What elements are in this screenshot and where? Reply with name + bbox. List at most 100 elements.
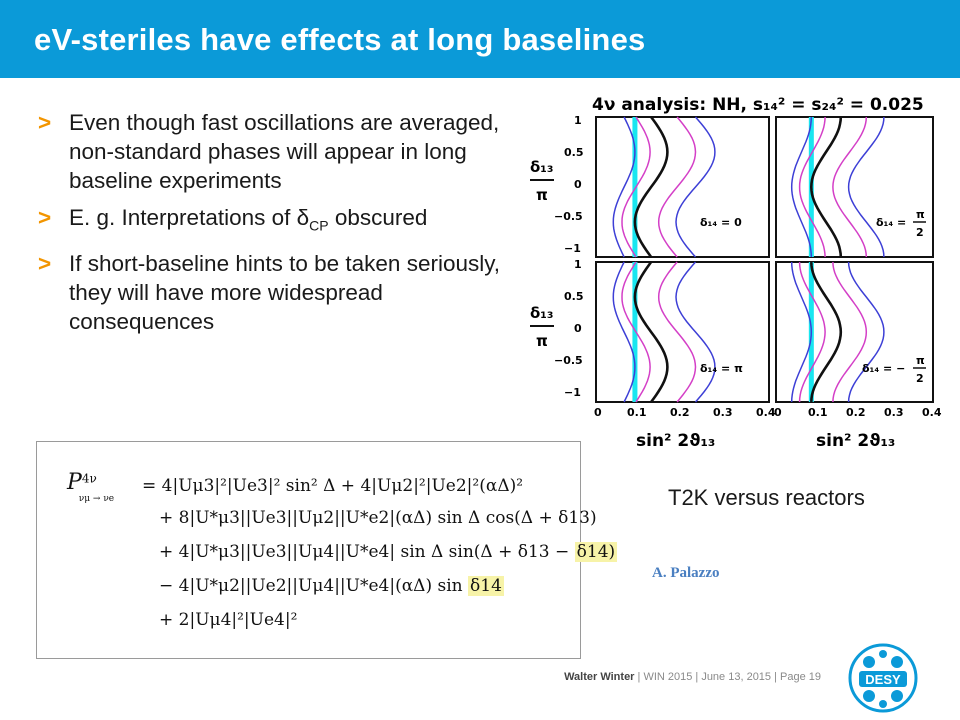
- contour-line: [633, 116, 669, 258]
- contour-line: [621, 116, 651, 258]
- slide-title: eV-steriles have effects at long baselin…: [34, 22, 646, 57]
- y-tick-label: 0.5: [564, 290, 584, 303]
- footer: Walter Winter | WIN 2015 | June 13, 2015…: [564, 671, 821, 683]
- contour-line: [832, 261, 868, 403]
- contour-line: [847, 116, 885, 258]
- formula-sub: νμ → νe: [78, 494, 115, 505]
- bullet-item: > If short-baseline hints to be taken se…: [38, 249, 518, 336]
- bullet-text: If short-baseline hints to be taken seri…: [69, 250, 501, 334]
- y-axis-denominator: π: [536, 332, 548, 350]
- contour-line: [621, 261, 651, 403]
- y-tick-label: 1: [574, 258, 582, 271]
- y-axis-label-bottom: δ₁₃ π: [530, 304, 554, 350]
- x-ticks-right: 0 0.1 0.2 0.3 0.4: [774, 406, 942, 419]
- contour-line: [675, 261, 716, 403]
- x-tick-label: 0.3: [713, 406, 733, 419]
- formula-p: P: [67, 470, 82, 495]
- contour-line: [798, 116, 826, 258]
- footer-info: | WIN 2015 | June 13, 2015 | Page 19: [634, 671, 821, 683]
- bullet-item: > E. g. Interpretations of δCP obscured: [38, 203, 518, 241]
- panel-label-prefix: δ₁₄ =: [876, 216, 906, 229]
- y-tick-label: −1: [564, 386, 581, 399]
- bullet-text: obscured: [328, 205, 428, 230]
- panel-label-num: π: [916, 354, 925, 367]
- logo-dot: [879, 650, 887, 658]
- y-axis-numerator: δ₁₃: [530, 158, 553, 176]
- contour-line: [675, 116, 716, 258]
- y-ticks-bottom: 1 0.5 0 −0.5 −1: [554, 258, 584, 399]
- bullet-marker: >: [38, 205, 52, 230]
- panel-label-delta14-0: δ₁₄ = 0: [700, 216, 742, 229]
- logo-dot: [863, 690, 875, 702]
- logo-bar: [859, 671, 907, 687]
- panel-label-delta14-pi: δ₁₄ = π: [700, 362, 743, 375]
- figure-caption: T2K versus reactors: [668, 485, 865, 510]
- formula-line: + 8|U*μ3||Ue3||Uμ2||U*e2|(αΔ) sin Δ cos(…: [159, 508, 597, 528]
- y-tick-label: 0: [574, 322, 582, 335]
- x-axis-label: sin² 2ϑ₁₃: [636, 431, 715, 451]
- desy-logo: DESY: [848, 643, 918, 713]
- x-tick-label: 0.1: [627, 406, 647, 419]
- contour-line: [798, 261, 826, 403]
- contour-line: [657, 116, 697, 258]
- panel-frame: [775, 261, 934, 403]
- highlighted-term: δ14: [468, 576, 504, 596]
- panel-label-prefix: δ₁₄ = −: [862, 362, 905, 375]
- formula-line: − 4|U*μ2||Ue2||Uμ4||U*e4|(αΔ) sin δ14: [159, 576, 504, 596]
- panel-frame: [595, 116, 770, 258]
- panel-label-num: π: [916, 208, 925, 221]
- formula-line-text: − 4|U*μ2||Ue2||Uμ4||U*e4|(αΔ) sin: [159, 576, 469, 596]
- contour-curves: [612, 116, 885, 403]
- formula-line: + 4|U*μ3||Ue3||Uμ4||U*e4| sin Δ sin(Δ + …: [159, 542, 618, 562]
- y-tick-label: 0.5: [564, 146, 584, 159]
- contour-line: [612, 116, 636, 258]
- bullet-marker: >: [38, 110, 52, 135]
- formula-line: = 4|Uμ3|²|Ue3|² sin² Δ + 4|Uμ2|²|Ue2|²(α…: [142, 476, 524, 496]
- bullet-text: Even though fast oscillations are averag…: [69, 110, 500, 193]
- x-tick-label: 0: [594, 406, 602, 419]
- title-bar: eV-steriles have effects at long baselin…: [0, 0, 960, 78]
- x-tick-label: 0.2: [846, 406, 866, 419]
- formula-line-text: + 4|U*μ3||Ue3||Uμ4||U*e4| sin Δ sin(Δ + …: [159, 542, 575, 562]
- bullet-marker: >: [38, 250, 52, 276]
- x-ticks-left: 0 0.1 0.2 0.3 0.4: [594, 406, 776, 419]
- delta-symbol: δ: [296, 205, 310, 230]
- best-fit-band: [632, 262, 638, 402]
- x-tick-label: 0: [774, 406, 782, 419]
- cp-subscript: CP: [309, 217, 329, 234]
- logo-text: DESY: [865, 672, 901, 687]
- formula-line: + 2|Uμ4|²|Ue4|²: [159, 610, 298, 630]
- y-axis-label-top: δ₁₃ π: [530, 158, 554, 204]
- oscillation-figure: 4ν analysis: NH, s₁₄² = s₂₄² = 0.025 1 0…: [530, 95, 942, 451]
- footer-author: Walter Winter: [564, 671, 635, 683]
- x-tick-label: 0.1: [808, 406, 828, 419]
- contour-line: [790, 116, 813, 258]
- figure-title: 4ν analysis: NH, s₁₄² = s₂₄² = 0.025: [592, 95, 924, 115]
- y-tick-label: 0: [574, 178, 582, 191]
- panel-label-den: 2: [916, 372, 924, 385]
- y-tick-label: −0.5: [554, 354, 583, 367]
- panel-frame: [595, 261, 770, 403]
- logo-dot: [891, 656, 903, 668]
- bullet-item: > Even though fast oscillations are aver…: [38, 108, 518, 195]
- bullet-text: E. g. Interpretations of: [69, 205, 297, 230]
- x-tick-label: 0.4: [922, 406, 942, 419]
- formula-box: P4ν νμ → νe = 4|Uμ3|²|Ue3|² sin² Δ + 4|Uμ…: [36, 441, 618, 659]
- bullet-list: > Even though fast oscillations are aver…: [38, 108, 518, 344]
- contour-line: [810, 261, 843, 403]
- panel-label-den: 2: [916, 226, 924, 239]
- x-tick-label: 0.2: [670, 406, 690, 419]
- y-axis-numerator: δ₁₃: [530, 304, 553, 322]
- contour-line: [847, 261, 885, 403]
- logo-dot: [891, 690, 903, 702]
- contour-line: [790, 261, 813, 403]
- y-axis-denominator: π: [536, 186, 548, 204]
- highlighted-term: δ14): [574, 542, 618, 562]
- y-tick-label: −0.5: [554, 210, 583, 223]
- panel-label-delta14-pi-half: δ₁₄ = π 2: [876, 208, 926, 239]
- x-tick-label: 0.3: [884, 406, 904, 419]
- panel-frame: [775, 116, 934, 258]
- contour-line: [657, 261, 697, 403]
- contour-line: [612, 261, 636, 403]
- formula-lhs: P4ν νμ → νe: [67, 470, 132, 504]
